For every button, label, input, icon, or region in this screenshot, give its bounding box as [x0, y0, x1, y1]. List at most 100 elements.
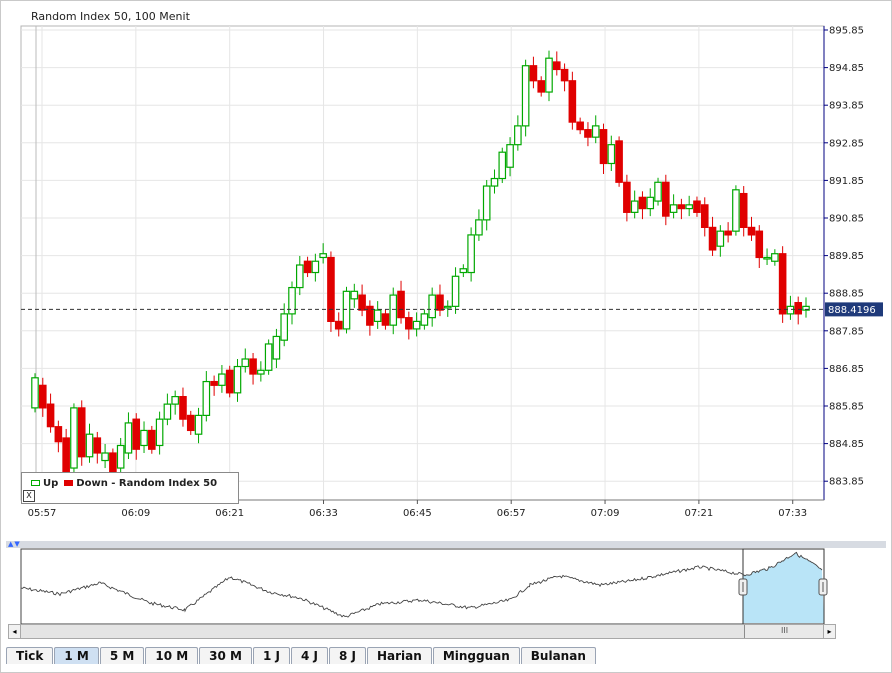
candle[interactable] [194, 407, 203, 444]
candle[interactable] [350, 283, 359, 308]
candle[interactable] [116, 437, 125, 478]
candle[interactable] [257, 361, 265, 382]
candle[interactable] [646, 188, 655, 217]
candle[interactable] [560, 63, 569, 92]
candle[interactable] [591, 115, 600, 144]
candle[interactable] [700, 197, 709, 237]
candle[interactable] [186, 410, 195, 435]
candle[interactable] [109, 448, 117, 477]
candle[interactable] [669, 194, 678, 219]
legend-close-button[interactable]: X [23, 490, 35, 502]
candle[interactable] [475, 209, 483, 241]
candle[interactable] [708, 216, 717, 256]
scroll-right-button[interactable]: ▸ [823, 625, 835, 638]
candle[interactable] [599, 123, 608, 175]
candle[interactable] [654, 177, 662, 206]
candle[interactable] [249, 352, 257, 385]
splitter-arrows-icon[interactable]: ▲▼ [8, 540, 21, 548]
candle[interactable] [366, 300, 374, 336]
candle[interactable] [685, 195, 693, 217]
candle[interactable] [288, 281, 296, 325]
candle[interactable] [802, 297, 810, 318]
candle[interactable] [140, 421, 148, 453]
candle[interactable] [677, 198, 686, 220]
candle[interactable] [334, 312, 343, 337]
candle[interactable] [85, 423, 94, 463]
candle[interactable] [77, 400, 86, 466]
candle[interactable] [607, 135, 616, 171]
candle[interactable] [576, 117, 584, 135]
candle[interactable] [412, 312, 421, 337]
candle[interactable] [202, 371, 211, 422]
candle[interactable] [210, 375, 218, 396]
candle[interactable] [101, 443, 109, 469]
candle[interactable] [545, 50, 553, 102]
candle[interactable] [163, 393, 172, 426]
candle[interactable] [724, 222, 732, 243]
candle[interactable] [124, 412, 133, 460]
candle[interactable] [662, 174, 670, 226]
tab-bulanan[interactable]: Bulanan [520, 647, 596, 664]
candle[interactable] [537, 76, 546, 97]
candle[interactable] [93, 431, 102, 464]
pane-splitter[interactable] [6, 541, 886, 548]
scroll-left-button[interactable]: ◂ [9, 625, 21, 638]
candle[interactable] [459, 264, 468, 278]
candle[interactable] [280, 303, 289, 347]
candle[interactable] [319, 243, 327, 264]
candle[interactable] [498, 147, 507, 184]
candle[interactable] [225, 365, 234, 398]
candle[interactable] [732, 185, 740, 236]
candle[interactable] [358, 284, 366, 317]
candle[interactable] [54, 420, 63, 453]
candle[interactable] [218, 365, 226, 393]
candle[interactable] [397, 280, 405, 324]
candle[interactable] [716, 225, 725, 257]
candle[interactable] [763, 248, 771, 265]
candle[interactable] [46, 393, 55, 433]
candle[interactable] [529, 56, 538, 89]
candle[interactable] [490, 169, 499, 194]
candle[interactable] [132, 413, 141, 460]
candle[interactable] [514, 115, 522, 151]
candle[interactable] [428, 287, 436, 327]
candle[interactable] [755, 225, 764, 269]
candle[interactable] [171, 390, 179, 415]
candle[interactable] [638, 191, 647, 220]
candle[interactable] [31, 373, 39, 413]
candle[interactable] [389, 287, 398, 335]
candle[interactable] [568, 71, 577, 130]
navigator-scrollbar[interactable]: ◂ III ▸ [8, 624, 836, 639]
candle[interactable] [778, 246, 787, 323]
candle[interactable] [272, 328, 281, 369]
tab-8-j[interactable]: 8 J [329, 647, 366, 664]
tab-4-j[interactable]: 4 J [291, 647, 328, 664]
candle[interactable] [794, 296, 803, 325]
candle[interactable] [584, 122, 592, 147]
candle[interactable] [739, 186, 748, 237]
candle[interactable] [506, 137, 514, 177]
tab-1-j[interactable]: 1 J [253, 647, 290, 664]
tab-mingguan[interactable]: Mingguan [432, 647, 520, 664]
candle[interactable] [747, 216, 756, 241]
candle[interactable] [615, 136, 623, 187]
candle[interactable] [420, 309, 429, 330]
candle[interactable] [70, 403, 78, 473]
candle[interactable] [38, 377, 47, 417]
candle[interactable] [179, 387, 187, 427]
candle[interactable] [373, 301, 382, 329]
candle[interactable] [303, 256, 312, 278]
candle[interactable] [241, 348, 250, 373]
candle[interactable] [482, 180, 491, 231]
candle[interactable] [342, 286, 351, 334]
candle[interactable] [467, 227, 475, 282]
tab-tick[interactable]: Tick [6, 647, 54, 664]
candle[interactable] [693, 196, 701, 217]
candle[interactable] [264, 339, 273, 375]
candle[interactable] [443, 300, 452, 317]
candle[interactable] [327, 251, 335, 332]
tab-5-m[interactable]: 5 M [99, 647, 145, 664]
candle[interactable] [630, 190, 639, 219]
tab-harian[interactable]: Harian [367, 647, 432, 664]
tab-10-m[interactable]: 10 M [145, 647, 199, 664]
